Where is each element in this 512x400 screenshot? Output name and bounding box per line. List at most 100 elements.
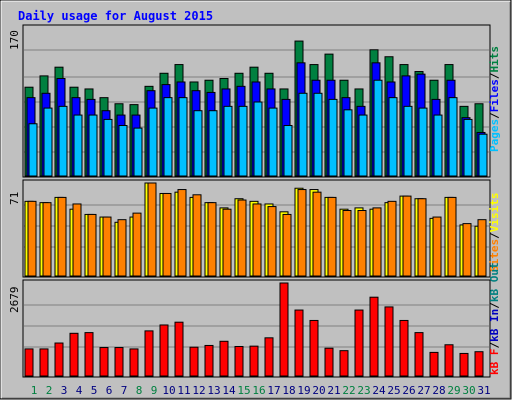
- sites-bar: [162, 192, 172, 277]
- pages-bar: [43, 107, 53, 177]
- x-tick-label: 29: [447, 384, 460, 397]
- x-tick-label: 21: [327, 384, 340, 397]
- kb-f-bar: [69, 332, 79, 377]
- x-tick-label: 15: [237, 384, 250, 397]
- pages-bar: [133, 127, 143, 177]
- pages-bar: [253, 101, 263, 177]
- sites-bar: [462, 223, 472, 277]
- sites-bar: [477, 219, 487, 277]
- sites-bar: [357, 210, 367, 277]
- x-tick-label: 5: [91, 384, 98, 397]
- pages-bar: [73, 114, 83, 177]
- top-legend: Pages/Files/Hits: [488, 46, 501, 152]
- legend-kb-f: kB F: [488, 349, 501, 376]
- pages-bar: [388, 97, 398, 177]
- middle-max-label: 71: [8, 192, 21, 205]
- sites-bar: [57, 196, 67, 277]
- sites-bar: [222, 208, 232, 277]
- sites-bar: [372, 207, 382, 277]
- legend-files: Files: [488, 79, 501, 112]
- kb-f-bar: [234, 345, 244, 377]
- sites-bar: [72, 203, 82, 277]
- sites-bar: [402, 195, 412, 277]
- sites-bar: [147, 182, 157, 277]
- kb-f-bar: [414, 332, 424, 377]
- chart-title: Daily usage for August 2015: [18, 9, 213, 23]
- sites-bar: [87, 213, 97, 277]
- kb-f-bar: [129, 348, 139, 377]
- x-tick-label: 25: [387, 384, 400, 397]
- kb-f-bar: [324, 347, 334, 377]
- x-tick-label: 24: [372, 384, 386, 397]
- pages-bar: [478, 133, 488, 177]
- kb-f-bar: [174, 321, 184, 377]
- x-tick-label: 16: [252, 384, 265, 397]
- x-tick-label: 27: [417, 384, 430, 397]
- kb-f-bar: [474, 351, 484, 377]
- x-tick-label: 31: [477, 384, 490, 397]
- top-bars: [24, 40, 488, 177]
- pages-bar: [448, 97, 458, 177]
- sites-bar: [417, 198, 427, 277]
- pages-bar: [58, 105, 68, 177]
- x-tick-label: 9: [151, 384, 158, 397]
- pages-bar: [373, 79, 383, 177]
- kb-f-bar: [114, 347, 124, 377]
- sites-bar: [432, 216, 442, 277]
- x-tick-label: 19: [297, 384, 310, 397]
- pages-bar: [313, 92, 323, 177]
- pages-bar: [418, 107, 428, 177]
- x-tick-label: 1: [31, 384, 38, 397]
- kb-f-bar: [39, 348, 49, 377]
- legend-kb-in: kB In: [488, 309, 501, 342]
- pages-bar: [148, 107, 158, 177]
- x-tick-label: 6: [106, 384, 113, 397]
- x-tick-label: 13: [207, 384, 220, 397]
- sites-bar: [252, 203, 262, 277]
- legend-sites: Sites: [488, 239, 501, 272]
- sites-bar: [42, 202, 52, 277]
- x-tick-label: 8: [136, 384, 143, 397]
- pages-bar: [88, 114, 98, 177]
- x-tick-label: 14: [222, 384, 236, 397]
- x-tick-label: 17: [267, 384, 280, 397]
- pages-bar: [403, 105, 413, 177]
- x-tick-label: 11: [177, 384, 190, 397]
- pages-bar: [28, 123, 38, 177]
- kb-f-bar: [264, 337, 274, 377]
- pages-bar: [358, 114, 368, 177]
- pages-bar: [163, 97, 173, 177]
- sites-bar: [327, 196, 337, 277]
- legend-sep-5: /: [488, 302, 501, 309]
- x-tick-label: 22: [342, 384, 355, 397]
- kb-f-bar: [204, 344, 214, 377]
- kb-f-bar: [384, 306, 394, 377]
- legend-sep-1: /: [488, 112, 501, 119]
- sites-bar: [192, 194, 202, 277]
- kb-f-bar: [354, 309, 364, 377]
- sites-bar: [387, 200, 397, 277]
- pages-bar: [103, 118, 113, 177]
- x-tick-label: 10: [162, 384, 175, 397]
- kb-f-bar: [459, 352, 469, 377]
- middle-legend: Sites/Visits: [488, 193, 501, 273]
- pages-bar: [223, 105, 233, 177]
- sites-bar: [267, 206, 277, 277]
- bottom-max-label: 2679: [8, 287, 21, 314]
- legend-sep-2: /: [488, 72, 501, 79]
- kb-f-bar: [249, 345, 259, 377]
- kb-f-bar: [309, 319, 319, 377]
- top-max-label: 170: [8, 30, 21, 50]
- kb-f-bar: [24, 348, 34, 377]
- bottom-bars: [24, 282, 484, 377]
- x-tick-label: 28: [432, 384, 445, 397]
- kb-f-bar: [189, 346, 199, 377]
- pages-bar: [433, 114, 443, 177]
- sites-bar: [447, 196, 457, 277]
- x-tick-label: 26: [402, 384, 415, 397]
- kb-f-bar: [444, 344, 454, 377]
- kb-f-bar: [339, 350, 349, 377]
- kb-f-bar: [159, 324, 169, 377]
- x-tick-label: 23: [357, 384, 370, 397]
- sites-bar: [117, 219, 127, 277]
